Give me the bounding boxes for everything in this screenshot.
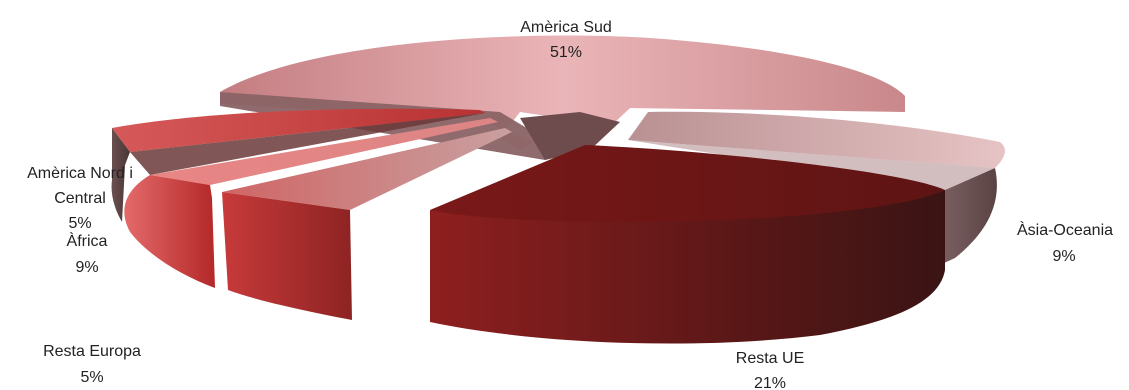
pie-slice-resta-ue bbox=[430, 145, 945, 344]
slice-label-asia-oceania: Àsia-Oceania 9% bbox=[1017, 220, 1113, 265]
pie-slice-america-nord-central bbox=[111, 108, 485, 222]
slice-label-america-nord-central: Amèrica Nord i Central 5% bbox=[27, 165, 133, 232]
slice-name-america-nord-central-line1: Amèrica Nord i bbox=[27, 165, 133, 182]
slice-value-asia-oceania: 9% bbox=[1052, 248, 1075, 265]
slice-label-resta-europa: Resta Europa 5% bbox=[43, 343, 141, 386]
slice-name-africa: Àfrica bbox=[67, 231, 108, 250]
slice-name-resta-ue: Resta UE bbox=[736, 350, 804, 367]
slice-label-africa: Àfrica 9% bbox=[67, 231, 108, 276]
slice-name-asia-oceania: Àsia-Oceania bbox=[1017, 220, 1113, 239]
slice-value-america-sud: 51% bbox=[550, 44, 582, 61]
slice-value-africa: 9% bbox=[75, 259, 98, 276]
pie-slice-resta-europa bbox=[222, 128, 512, 320]
slice-name-america-sud: Amèrica Sud bbox=[520, 19, 612, 36]
slice-name-resta-europa: Resta Europa bbox=[43, 343, 141, 360]
pie-slice-africa bbox=[124, 118, 498, 288]
slice-label-america-sud: Amèrica Sud 51% bbox=[520, 19, 612, 61]
slice-label-resta-ue: Resta UE 21% bbox=[736, 350, 804, 390]
slice-name-america-nord-central-line2: Central bbox=[54, 190, 106, 207]
slice-value-resta-ue: 21% bbox=[754, 375, 786, 390]
slice-value-resta-europa: 5% bbox=[80, 369, 103, 386]
slice-value-america-nord-central: 5% bbox=[68, 215, 91, 232]
